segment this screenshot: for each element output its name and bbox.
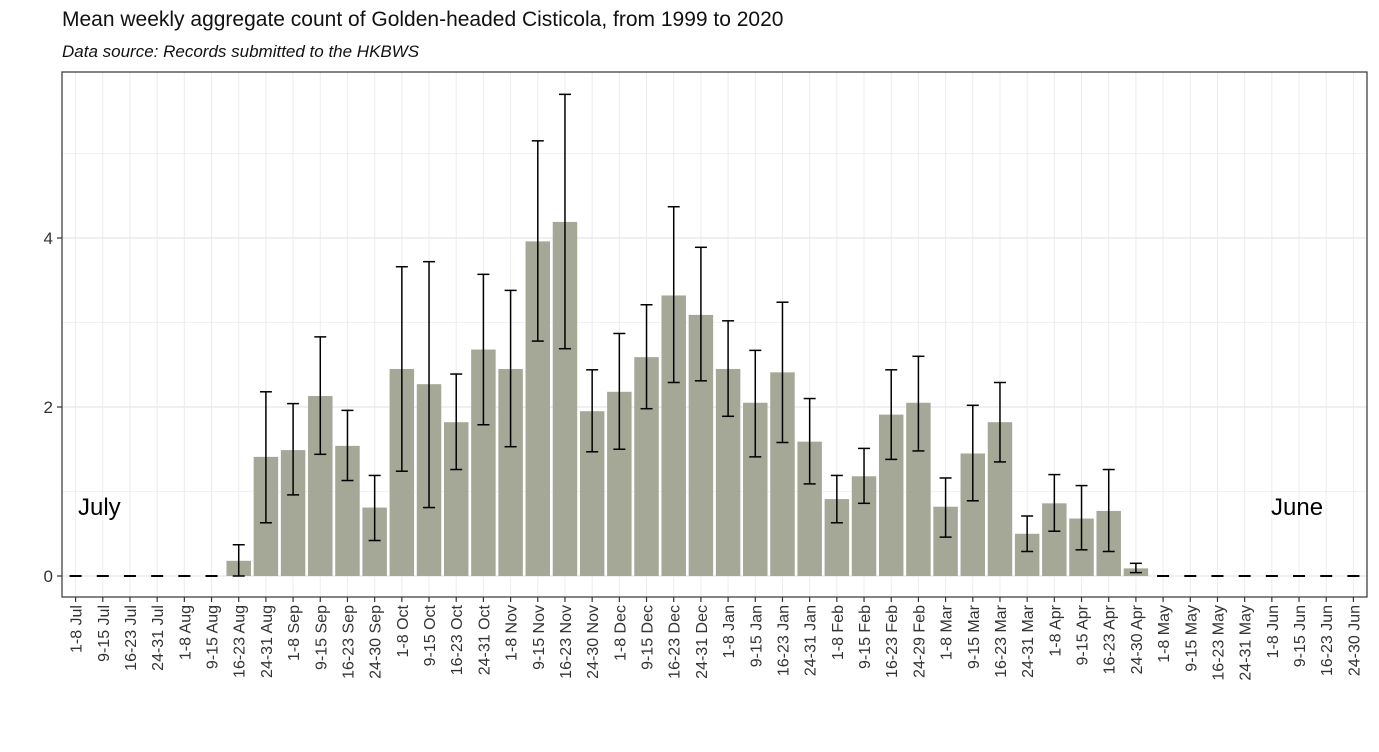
error-bar-9-15 Apr	[1075, 484, 1088, 551]
error-bar-24-31 Mar	[1021, 515, 1034, 553]
x-tick-label: 9-15 Jun	[1292, 605, 1309, 667]
error-bar-1-8 Dec	[613, 332, 626, 450]
x-tick-label: 24-31 Aug	[259, 605, 276, 678]
x-tick-label: 1-8 Nov	[504, 605, 521, 661]
x-tick-label: 16-23 Sep	[340, 605, 357, 679]
error-bar-16-23 Aug	[232, 543, 245, 577]
x-tick-label: 24-31 Dec	[694, 605, 711, 679]
x-tick-label: 9-15 Aug	[205, 605, 222, 669]
error-bar-24-30 Sep	[368, 474, 381, 542]
x-tick-label: 1-8 May	[1156, 605, 1173, 663]
x-tick-label: 24-29 Feb	[911, 605, 928, 678]
x-tick-label: 16-23 Dec	[667, 605, 684, 679]
y-tick-label: 2	[44, 398, 53, 417]
x-tick-label: 9-15 May	[1183, 605, 1200, 672]
annotation-june: June	[1271, 494, 1323, 521]
error-bar-24-30 Nov	[586, 369, 599, 453]
error-bar-24-31 Dec	[694, 246, 707, 382]
x-tick-label: 9-15 Jan	[748, 605, 765, 667]
x-tick-label: 1-8 Dec	[612, 605, 629, 661]
error-bar-24-30 Apr	[1129, 562, 1142, 574]
error-bar-16-23 Jan	[776, 301, 789, 444]
error-bar-1-8 Feb	[830, 474, 843, 524]
x-tick-label: 16-23 Mar	[993, 604, 1010, 678]
chart-title: Mean weekly aggregate count of Golden-he…	[62, 8, 783, 31]
x-axis: 1-8 Jul 9-15 Jul 16-23 Jul 24-31 Jul 1-8 Aug…	[69, 597, 1363, 681]
x-tick-label: 24-30 Apr	[1129, 604, 1146, 674]
error-bar-16-23 Sep	[341, 409, 354, 482]
x-tick-label: 1-8 Apr	[1047, 604, 1064, 656]
error-bar-9-15 Oct	[423, 260, 436, 509]
x-tick-label: 1-8 Mar	[939, 604, 956, 660]
x-tick-label: 1-8 Aug	[177, 605, 194, 660]
error-bar-24-31 Jan	[803, 397, 816, 485]
plot-background	[62, 72, 1367, 597]
x-tick-label: 24-31 Jan	[803, 605, 820, 676]
error-bar-16-23 Mar	[993, 381, 1006, 463]
error-bar-1-8 Sep	[287, 402, 300, 496]
x-tick-label: 24-30 Nov	[585, 605, 602, 679]
error-bar-16-23 Apr	[1102, 468, 1115, 553]
error-bar-1-8 Nov	[504, 289, 517, 448]
x-tick-label: 24-30 Jun	[1346, 605, 1363, 676]
y-axis: 0 2 4	[44, 229, 62, 586]
chart-subtitle: Data source: Records submitted to the HK…	[62, 42, 420, 61]
x-tick-label: 9-15 Jul	[96, 605, 113, 662]
x-tick-label: 16-23 Jan	[775, 605, 792, 676]
error-bar-9-15 Sep	[314, 336, 327, 456]
x-tick-label: 24-30 Sep	[368, 605, 385, 679]
x-tick-label: 9-15 Oct	[422, 604, 439, 666]
error-bar-16-23 Nov	[558, 93, 571, 350]
error-bar-16-23 Oct	[450, 373, 463, 471]
error-bar-9-15 Mar	[966, 404, 979, 502]
x-tick-label: 9-15 Nov	[531, 605, 548, 670]
error-bar-24-31 Oct	[477, 273, 490, 426]
x-tick-label: 1-8 Oct	[395, 604, 412, 657]
error-bar-9-15 Feb	[858, 447, 871, 505]
x-tick-label: 24-31 May	[1238, 605, 1255, 681]
x-tick-label: 16-23 Jun	[1319, 605, 1336, 676]
error-bar-1-8 Mar	[939, 477, 952, 538]
y-tick-label: 0	[44, 567, 53, 586]
x-tick-label: 9-15 Feb	[857, 605, 874, 669]
error-bar-1-8 Oct	[395, 265, 408, 472]
error-bar-24-29 Feb	[912, 355, 925, 452]
x-tick-label: 24-31 Mar	[1020, 604, 1037, 678]
x-tick-label: 9-15 Apr	[1075, 604, 1092, 665]
error-bar-16-23 Feb	[885, 369, 898, 461]
error-bar-16-23 Dec	[667, 205, 680, 384]
x-tick-label: 1-8 Sep	[286, 605, 303, 661]
error-bar-24-31 Aug	[259, 391, 272, 524]
error-bar-1-8 Apr	[1048, 473, 1061, 532]
x-tick-label: 1-8 Feb	[830, 605, 847, 660]
x-tick-label: 1-8 Jun	[1265, 605, 1282, 658]
x-tick-label: 16-23 Apr	[1102, 604, 1119, 674]
x-tick-label: 16-23 Feb	[884, 605, 901, 678]
error-bar-9-15 Nov	[531, 140, 544, 342]
x-tick-label: 9-15 Dec	[640, 605, 657, 670]
x-tick-label: 16-23 Oct	[449, 604, 466, 675]
x-tick-label: 9-15 Sep	[313, 605, 330, 670]
error-bar-9-15 Jan	[749, 349, 762, 458]
x-tick-label: 16-23 Jul	[123, 605, 140, 671]
y-tick-label: 4	[44, 229, 53, 248]
x-tick-label: 9-15 Mar	[966, 604, 983, 669]
x-tick-label: 24-31 Oct	[476, 604, 493, 675]
x-tick-label: 16-23 May	[1210, 605, 1227, 681]
x-tick-label: 16-23 Aug	[232, 605, 249, 678]
x-tick-label: 16-23 Nov	[558, 605, 575, 679]
error-bars	[232, 93, 1142, 577]
x-tick-label: 1-8 Jan	[721, 605, 738, 658]
plot-panel-border	[61, 71, 1368, 598]
x-tick-label: 24-31 Jul	[150, 605, 167, 671]
error-bar-1-8 Jan	[722, 320, 735, 418]
error-bar-9-15 Dec	[640, 304, 653, 410]
annotation-july: July	[78, 494, 121, 521]
x-tick-label: 1-8 Jul	[69, 605, 86, 653]
